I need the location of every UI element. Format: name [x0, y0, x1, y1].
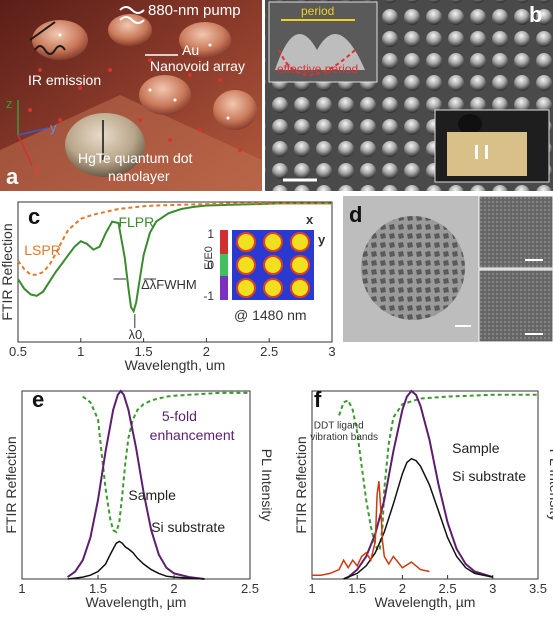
period-label: period [301, 4, 335, 18]
sem-grid [265, 0, 553, 191]
series-line-sample [67, 389, 205, 580]
x-tick-label: 2 [399, 581, 406, 596]
x-tick-label: 1 [18, 581, 25, 596]
axis-z-label: z [6, 96, 13, 111]
x-tick-label: 2.5 [439, 581, 457, 596]
x-tick-label: 2.5 [241, 581, 259, 596]
panel-f-label: f [314, 387, 322, 412]
colorbar-label: E/E0 [203, 246, 215, 270]
si-substrate-label: Si substrate [452, 468, 526, 484]
axis-y-label: y [50, 120, 57, 135]
field-map-hotspot [290, 255, 310, 275]
x-axis-label: Wavelength, µm [375, 594, 476, 610]
nanovoid-array-label: Nanovoid array [150, 58, 245, 74]
x-tick-label: 3 [489, 581, 496, 596]
inset-axis-y: y [318, 232, 326, 247]
x-axis-label: Wavelength, um [125, 357, 226, 373]
inset-axis-x: x [306, 212, 314, 227]
field-map-hotspot [290, 278, 310, 298]
ddt-label-2: vibration bands [310, 432, 378, 443]
nanolayer-label: nanolayer [108, 168, 170, 184]
y-axis-label-right: PL Intensity [547, 449, 553, 522]
x-tick-label: 2 [170, 581, 177, 596]
colorbar-tick-bot: -1 [203, 289, 214, 303]
nanovoid-scene [0, 0, 262, 191]
quantum-dot-label: HgTe quantum dot [78, 150, 193, 166]
chart-e-svg: 1 1.5 2 2.5 Wavelength, µm FTIR Reflection PL … [3, 389, 272, 610]
tem-image [343, 196, 553, 342]
enhancement-label-1: 5-fold [162, 408, 197, 424]
field-map-hotspot [236, 255, 256, 275]
colorbar-tick-mid: 0 [207, 258, 214, 272]
series-line-ftir-raw [312, 481, 430, 576]
panel-e-label: e [32, 387, 45, 412]
x-tick-label: 0.5 [9, 344, 27, 359]
panel-a-illustration: a 880-nm pump Au Nanovoid array IR emiss… [0, 0, 262, 191]
x-tick-label: 1.5 [89, 581, 107, 596]
flpr-label: FLPR [118, 214, 154, 230]
field-map-hotspot [263, 232, 283, 252]
colorbar-top [220, 230, 228, 254]
panel-b-sem-image: b period effective period [265, 0, 553, 191]
panel-b-label: b [529, 2, 543, 27]
sample-label: Sample [128, 487, 176, 503]
colorbar-tick-top: 1 [207, 227, 214, 241]
axis-x-label: x [34, 162, 41, 177]
x-tick-label: 2 [203, 344, 210, 359]
ir-emission-label: IR emission [28, 72, 102, 88]
x-tick-label: 1.5 [348, 581, 366, 596]
panel-d-label: d [349, 202, 363, 227]
chart-c-svg: 0.5 1 1.5 2 2.5 3 Wavelength, um FTIR Reflectio… [0, 201, 336, 373]
x-tick-label: 1 [77, 344, 84, 359]
panel-c: 0.5 1 1.5 2 2.5 3 Wavelength, um FTIR Reflectio… [0, 196, 340, 381]
x-tick-label: 1 [308, 581, 315, 596]
panel-d-tem-image: d [343, 196, 553, 342]
delta-fwhm-label: ΔλFWHM [141, 277, 197, 292]
series-line-flpr [17, 202, 332, 314]
y-axis-label: FTIR Reflection [3, 436, 19, 533]
field-map-hotspot [263, 278, 283, 298]
field-map-hotspot [236, 278, 256, 298]
y-axis-label-right: PL Intensity [259, 449, 272, 522]
x-tick-label: 3 [328, 344, 335, 359]
series-line-sample [343, 389, 494, 580]
x-tick-label: 3.5 [529, 581, 547, 596]
si-substrate-label: Si substrate [151, 519, 225, 535]
series-line-si-substrate [343, 457, 493, 580]
panel-a-label: a [6, 164, 19, 189]
field-map-hotspot [236, 232, 256, 252]
panel-f: 1 1.5 2 2.5 3 3.5 Wavelength, µm FTIR Reflectio… [276, 383, 553, 617]
x-tick-label: 2.5 [260, 344, 278, 359]
lspr-label: LSPR [24, 242, 61, 258]
panel-c-label: c [28, 204, 41, 229]
wavelength-note: @ 1480 nm [234, 307, 307, 323]
chart-f-svg: 1 1.5 2 2.5 3 3.5 Wavelength, µm FTIR Reflectio… [293, 389, 553, 610]
colorbar-mid [220, 254, 228, 276]
field-map-hotspot [290, 232, 310, 252]
ddt-label-1: DDT ligand [314, 421, 364, 432]
field-map-hotspot [263, 255, 283, 275]
plot-frame [311, 390, 539, 580]
plot-frame [21, 390, 251, 580]
series-line-ftir [82, 391, 250, 534]
y-axis-label: FTIR Reflection [293, 436, 309, 533]
x-tick-label: 1.5 [135, 344, 153, 359]
effective-period-label: effective period [277, 62, 359, 76]
series-line-si-substrate [67, 540, 205, 580]
pump-label: 880-nm pump [148, 2, 241, 19]
x-axis-label: Wavelength, µm [86, 594, 187, 610]
au-label: Au [182, 42, 200, 58]
sample-label: Sample [452, 440, 500, 456]
lambda0-label: λ0 [129, 327, 143, 342]
y-axis-label: FTIR Reflection [0, 223, 15, 320]
plot-frame [17, 201, 333, 343]
enhancement-label-2: enhancement [150, 427, 235, 443]
panel-e: 1 1.5 2 2.5 Wavelength, µm FTIR Reflection PL … [0, 383, 272, 617]
